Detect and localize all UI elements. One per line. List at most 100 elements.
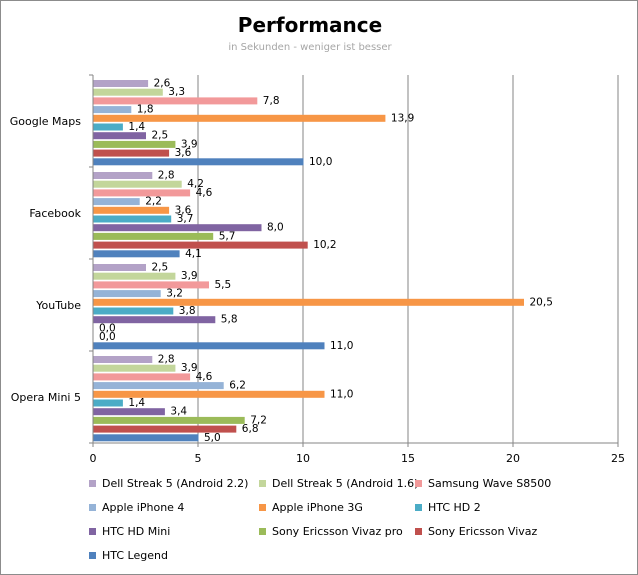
data-label: 7,8 bbox=[263, 95, 280, 107]
data-label: 5,7 bbox=[219, 230, 236, 242]
bar bbox=[93, 158, 304, 166]
data-label: 3,7 bbox=[177, 213, 194, 225]
legend-item: Dell Streak 5 (Android 2.2) bbox=[89, 475, 248, 491]
data-label: 3,2 bbox=[166, 288, 183, 300]
data-label: 3,9 bbox=[181, 270, 198, 282]
bar bbox=[93, 342, 325, 350]
x-tick-label: 10 bbox=[296, 452, 310, 465]
bar bbox=[93, 114, 386, 122]
category-label: Opera Mini 5 bbox=[11, 391, 81, 404]
bar bbox=[93, 399, 123, 407]
bar bbox=[93, 241, 308, 249]
data-label: 20,5 bbox=[530, 296, 553, 308]
bar bbox=[93, 172, 153, 179]
legend-swatch bbox=[415, 479, 422, 487]
data-label: 13,9 bbox=[391, 112, 414, 124]
legend-swatch bbox=[89, 479, 96, 487]
bar bbox=[93, 264, 146, 271]
bar bbox=[93, 298, 524, 306]
data-label: 3,6 bbox=[175, 204, 192, 216]
bar bbox=[93, 198, 140, 206]
legend-item: Sony Ericsson Vivaz bbox=[415, 523, 537, 539]
data-label: 5,8 bbox=[221, 314, 238, 326]
data-label: 6,8 bbox=[242, 423, 259, 435]
chart-subtitle: in Sekunden - weniger ist besser bbox=[228, 42, 392, 53]
bar bbox=[93, 106, 132, 114]
bar bbox=[93, 140, 176, 148]
category-label: Google Maps bbox=[10, 115, 82, 128]
data-label: 10,2 bbox=[313, 239, 336, 251]
bar bbox=[93, 281, 209, 289]
data-label: 3,9 bbox=[181, 362, 198, 374]
bar bbox=[93, 434, 199, 442]
legend-swatch bbox=[415, 527, 422, 535]
bar bbox=[93, 373, 191, 381]
data-label: 3,3 bbox=[168, 86, 185, 98]
data-label: 3,8 bbox=[179, 305, 196, 317]
bar bbox=[93, 416, 245, 424]
bar bbox=[93, 316, 216, 324]
data-label: 2,5 bbox=[152, 262, 169, 274]
legend-item: Dell Streak 5 (Android 1.6) bbox=[259, 475, 418, 491]
legend-label: Dell Streak 5 (Android 2.2) bbox=[102, 476, 249, 490]
bar bbox=[93, 224, 262, 232]
x-tick-label: 5 bbox=[195, 452, 202, 465]
bar bbox=[93, 307, 174, 315]
legend-item: HTC HD Mini bbox=[89, 523, 170, 539]
legend-swatch bbox=[259, 527, 266, 535]
legend-label: Sony Ericsson Vivaz bbox=[428, 524, 538, 538]
category-label: YouTube bbox=[35, 299, 81, 312]
bar-chart: 0 5 10 15 20 25 Google Maps 2,63,3 7,8 1,8 13,9 1,4… bbox=[10, 74, 625, 465]
legend-label: Sony Ericsson Vivaz pro bbox=[272, 524, 403, 538]
data-label: 4,6 bbox=[196, 187, 213, 199]
bar bbox=[93, 215, 172, 223]
data-label: 4,2 bbox=[187, 178, 204, 190]
legend: Dell Streak 5 (Android 2.2) Dell Streak 5… bbox=[89, 475, 634, 570]
bar bbox=[93, 149, 170, 157]
bar bbox=[93, 408, 165, 416]
x-tick-label: 20 bbox=[506, 452, 520, 465]
data-label: 1,4 bbox=[128, 121, 145, 133]
legend-item: Sony Ericsson Vivaz pro bbox=[259, 523, 403, 539]
legend-swatch bbox=[89, 527, 96, 535]
legend-swatch bbox=[259, 479, 266, 487]
legend-item: HTC HD 2 bbox=[415, 499, 481, 515]
bar bbox=[93, 189, 191, 197]
legend-label: Dell Streak 5 (Android 1.6) bbox=[272, 476, 419, 490]
bar bbox=[93, 364, 176, 372]
data-label: 11,0 bbox=[330, 388, 353, 400]
bar bbox=[93, 132, 146, 140]
legend-item: HTC Legend bbox=[89, 547, 168, 563]
legend-label: Apple iPhone 4 bbox=[102, 500, 185, 514]
data-label: 0,0 bbox=[99, 322, 116, 334]
data-label: 3,4 bbox=[170, 406, 187, 418]
data-label: 2,8 bbox=[158, 354, 175, 366]
legend-label: HTC Legend bbox=[102, 548, 168, 562]
chart-title: Performance bbox=[237, 13, 383, 37]
bar bbox=[93, 272, 176, 280]
data-label: 8,0 bbox=[267, 222, 284, 234]
data-label: 1,4 bbox=[128, 397, 145, 409]
bar bbox=[93, 97, 258, 105]
legend-swatch bbox=[89, 551, 96, 559]
data-label: 6,2 bbox=[229, 380, 246, 392]
category-label: Facebook bbox=[29, 207, 81, 220]
data-label: 3,6 bbox=[175, 147, 192, 159]
bar bbox=[93, 250, 180, 258]
bar bbox=[93, 425, 237, 433]
legend-label: Apple iPhone 3G bbox=[272, 500, 363, 514]
data-label: 2,6 bbox=[154, 78, 171, 90]
legend-item: Apple iPhone 3G bbox=[259, 499, 363, 515]
data-label: 4,6 bbox=[196, 371, 213, 383]
bar bbox=[93, 356, 153, 363]
legend-swatch bbox=[415, 503, 422, 511]
bar bbox=[93, 390, 325, 398]
x-tick-label: 25 bbox=[611, 452, 625, 465]
bar bbox=[93, 180, 182, 188]
x-tick-label: 15 bbox=[401, 452, 415, 465]
legend-label: Samsung Wave S8500 bbox=[428, 476, 552, 490]
data-label: 5,5 bbox=[215, 279, 232, 291]
bar bbox=[93, 80, 149, 87]
legend-swatch bbox=[89, 503, 96, 511]
